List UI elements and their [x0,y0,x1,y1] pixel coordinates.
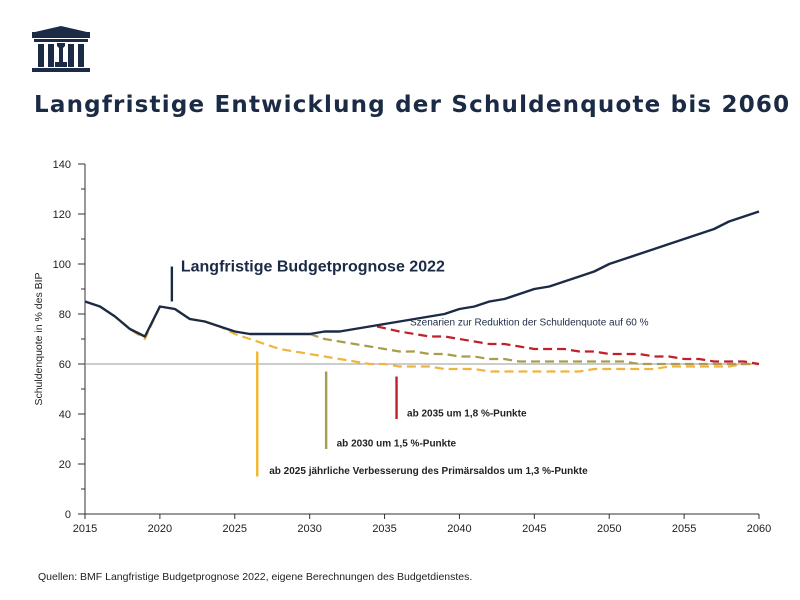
x-tick-label: 2030 [297,523,321,535]
y-tick-label: 100 [53,259,71,271]
annotation-label-s2030: ab 2030 um 1,5 %-Punkte [337,439,457,450]
annotation-label-budget: Langfristige Budgetprognose 2022 [181,259,445,276]
annotation-label-scen: Szenarien zur Reduktion der Schuldenquot… [410,317,649,328]
y-tick-label: 40 [59,409,71,421]
x-tick-label: 2055 [672,523,696,535]
page-title: Langfristige Entwicklung der Schuldenquo… [34,92,791,118]
y-tick-label: 20 [59,459,71,471]
x-tick-label: 2045 [522,523,546,535]
x-tick-label: 2060 [747,523,771,535]
y-tick-label: 140 [53,159,71,171]
x-tick-label: 2015 [73,523,97,535]
annotation-label-s2025: ab 2025 jährliche Verbesserung des Primä… [269,466,588,477]
x-tick-label: 2025 [223,523,247,535]
series-line-budget [84,210,760,338]
y-tick-label: 0 [65,509,71,521]
x-tick-label: 2035 [372,523,396,535]
x-tick-label: 2050 [597,523,621,535]
x-tick-label: 2040 [447,523,471,535]
parliament-logo-icon [32,26,90,72]
y-tick-label: 60 [59,359,71,371]
annotation-label-s2035: ab 2035 um 1,8 %-Punkte [407,409,527,420]
y-tick-label: 80 [59,309,71,321]
series-line-s2025 [84,300,759,373]
source-note: Quellen: BMF Langfristige Budgetprognose… [38,571,473,583]
y-axis-label: Schuldenquote in % des BIP [33,272,45,405]
series-line-s2030 [309,332,759,366]
series-line-s2035 [376,325,760,366]
y-tick-label: 120 [53,209,71,221]
x-tick-label: 2020 [148,523,172,535]
